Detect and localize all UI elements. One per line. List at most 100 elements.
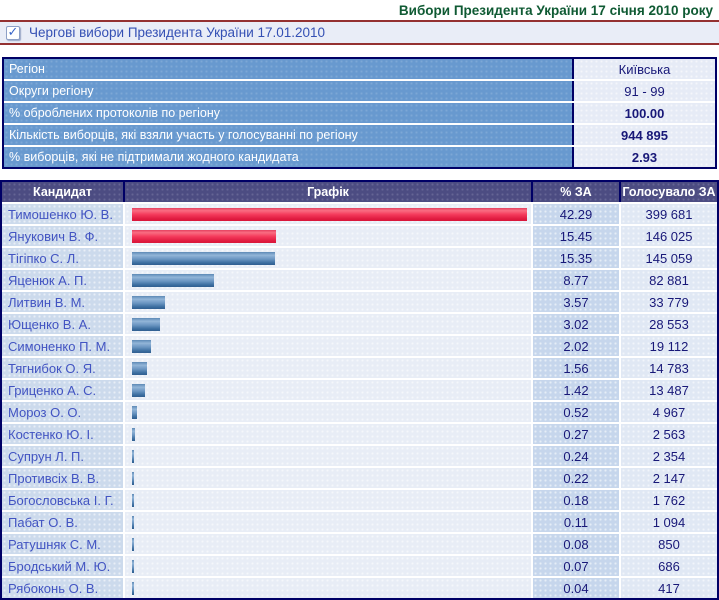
candidate-bar <box>132 361 147 375</box>
header-percent: % ЗА <box>533 182 621 202</box>
bar-track <box>132 207 527 221</box>
candidate-bar <box>132 537 134 551</box>
candidate-votes: 146 025 <box>621 226 717 246</box>
candidate-percent: 3.57 <box>533 292 621 312</box>
candidate-name: Пабат О. В. <box>2 512 125 532</box>
election-checkbox[interactable]: ✓ <box>6 24 20 40</box>
candidate-bar-cell <box>125 336 533 356</box>
page-header: Вибори Президента України 17 січня 2010 … <box>0 0 719 20</box>
candidate-percent: 42.29 <box>533 204 621 224</box>
candidate-bar <box>132 449 135 463</box>
candidate-votes: 686 <box>621 556 717 576</box>
candidate-votes: 2 563 <box>621 424 717 444</box>
candidate-row: Тігіпко С. Л. 15.35 145 059 <box>2 248 717 270</box>
candidate-percent: 0.04 <box>533 578 621 598</box>
candidate-row: Ющенко В. А. 3.02 28 553 <box>2 314 717 336</box>
candidate-votes: 1 762 <box>621 490 717 510</box>
region-row: Регіон Київська <box>4 59 715 81</box>
region-row-label: Округи регіону <box>4 81 574 101</box>
candidate-bar <box>132 427 135 441</box>
candidate-votes: 33 779 <box>621 292 717 312</box>
bar-track <box>132 317 527 331</box>
candidate-bar-cell <box>125 270 533 290</box>
candidate-row: Янукович В. Ф. 15.45 146 025 <box>2 226 717 248</box>
candidate-bar-cell <box>125 314 533 334</box>
header-graph: Графік <box>125 182 533 202</box>
region-row-label: Кількість виборців, які взяли участь у г… <box>4 125 574 145</box>
candidate-bar <box>132 515 134 529</box>
candidate-name: Рябоконь О. В. <box>2 578 125 598</box>
candidate-name: Богословська І. Г. <box>2 490 125 510</box>
results-table-header: Кандидат Графік % ЗА Голосувало ЗА <box>2 182 717 204</box>
candidate-votes: 2 147 <box>621 468 717 488</box>
candidate-bar-cell <box>125 248 533 268</box>
candidate-bar-cell <box>125 204 533 224</box>
candidate-bar <box>132 383 146 397</box>
results-table: Кандидат Графік % ЗА Голосувало ЗА Тимош… <box>0 180 719 600</box>
check-icon: ✓ <box>7 24 19 39</box>
candidate-name: Тігіпко С. Л. <box>2 248 125 268</box>
candidate-row: Костенко Ю. І. 0.27 2 563 <box>2 424 717 446</box>
candidate-bar-cell <box>125 380 533 400</box>
candidate-bar-cell <box>125 292 533 312</box>
candidate-percent: 0.11 <box>533 512 621 532</box>
candidate-bar-cell <box>125 446 533 466</box>
candidate-bar-cell <box>125 534 533 554</box>
region-row-value: Київська <box>574 59 715 79</box>
candidate-percent: 0.52 <box>533 402 621 422</box>
candidate-bar <box>132 317 161 331</box>
candidate-votes: 4 967 <box>621 402 717 422</box>
candidate-row: Пабат О. В. 0.11 1 094 <box>2 512 717 534</box>
bar-track <box>132 405 527 419</box>
results-table-body: Тимошенко Ю. В. 42.29 399 681 Янукович В. Ф… <box>2 204 717 598</box>
candidate-votes: 2 354 <box>621 446 717 466</box>
candidate-bar-cell <box>125 226 533 246</box>
candidate-percent: 2.02 <box>533 336 621 356</box>
candidate-percent: 3.02 <box>533 314 621 334</box>
region-row-value: 2.93 <box>574 147 715 167</box>
candidate-bar-cell <box>125 490 533 510</box>
candidate-bar <box>132 493 134 507</box>
region-row: Округи регіону 91 - 99 <box>4 81 715 103</box>
candidate-bar <box>132 471 135 485</box>
candidate-percent: 1.56 <box>533 358 621 378</box>
candidate-percent: 0.27 <box>533 424 621 444</box>
candidate-row: Бродський М. Ю. 0.07 686 <box>2 556 717 578</box>
candidate-bar <box>132 339 151 353</box>
separator-line <box>0 43 719 45</box>
election-selector-bar: ✓ Чергові вибори Президента України 17.0… <box>0 22 719 43</box>
candidate-votes: 19 112 <box>621 336 717 356</box>
candidate-votes: 1 094 <box>621 512 717 532</box>
candidate-name: Ющенко В. А. <box>2 314 125 334</box>
candidate-row: Симоненко П. М. 2.02 19 112 <box>2 336 717 358</box>
candidate-votes: 399 681 <box>621 204 717 224</box>
header-candidate: Кандидат <box>2 182 125 202</box>
candidate-row: Богословська І. Г. 0.18 1 762 <box>2 490 717 512</box>
bar-track <box>132 339 527 353</box>
region-row-label: % виборців, які не підтримали жодного ка… <box>4 147 574 167</box>
candidate-name: Супрун Л. П. <box>2 446 125 466</box>
bar-track <box>132 295 527 309</box>
candidate-bar <box>132 559 134 573</box>
candidate-percent: 15.45 <box>533 226 621 246</box>
candidate-votes: 417 <box>621 578 717 598</box>
candidate-row: Яценюк А. П. 8.77 82 881 <box>2 270 717 292</box>
candidate-bar <box>132 581 134 595</box>
region-row: Кількість виборців, які взяли участь у г… <box>4 125 715 147</box>
bar-track <box>132 449 527 463</box>
bar-track <box>132 581 527 595</box>
candidate-row: Рябоконь О. В. 0.04 417 <box>2 578 717 598</box>
candidate-percent: 0.22 <box>533 468 621 488</box>
candidate-row: Гриценко А. С. 1.42 13 487 <box>2 380 717 402</box>
candidate-name: Янукович В. Ф. <box>2 226 125 246</box>
bar-track <box>132 427 527 441</box>
candidate-percent: 0.07 <box>533 556 621 576</box>
candidate-row: Литвин В. М. 3.57 33 779 <box>2 292 717 314</box>
candidate-percent: 0.18 <box>533 490 621 510</box>
candidate-name: Гриценко А. С. <box>2 380 125 400</box>
candidate-bar-cell <box>125 424 533 444</box>
bar-track <box>132 493 527 507</box>
candidate-votes: 145 059 <box>621 248 717 268</box>
candidate-name: Бродський М. Ю. <box>2 556 125 576</box>
candidate-name: Мороз О. О. <box>2 402 125 422</box>
